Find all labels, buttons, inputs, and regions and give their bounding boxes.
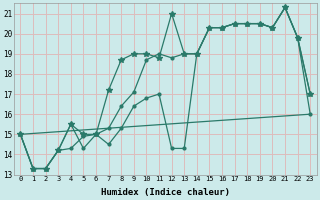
X-axis label: Humidex (Indice chaleur): Humidex (Indice chaleur) xyxy=(101,188,230,197)
